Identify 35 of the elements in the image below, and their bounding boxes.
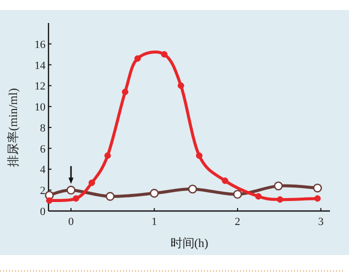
point: [150, 188, 159, 198]
y-tick-label: 14: [34, 60, 46, 72]
point: [88, 180, 96, 186]
point: [46, 197, 53, 204]
point: [66, 186, 76, 195]
y-tick-label: 16: [34, 38, 46, 51]
x-tick-label: 3: [318, 216, 324, 228]
y-tick-label: 2: [40, 185, 46, 198]
y-tick-label: 8: [40, 122, 46, 134]
point: [178, 82, 184, 89]
point: [122, 88, 128, 96]
point: [276, 196, 284, 203]
point: [274, 181, 283, 190]
y-tick-label: 10: [34, 102, 46, 114]
point: [233, 190, 242, 199]
point: [72, 195, 80, 202]
point: [222, 177, 228, 184]
y-tick-label: 0: [40, 206, 46, 218]
y-tick-label: 12: [34, 80, 46, 93]
point: [161, 51, 168, 58]
point: [255, 193, 262, 200]
y-tick-label: 4: [40, 164, 46, 176]
x-tick-label: 2: [234, 216, 240, 228]
point: [188, 184, 198, 194]
y-axis-title: 排尿率(min/ml): [6, 88, 20, 167]
point: [104, 152, 111, 159]
point: [313, 184, 322, 192]
x-tick-label: 1: [152, 216, 158, 228]
y-tick-label: 6: [40, 143, 46, 156]
point: [134, 55, 141, 62]
x-tick-label: 0: [68, 216, 74, 228]
point: [196, 152, 202, 159]
point: [314, 195, 321, 202]
point: [106, 192, 115, 201]
x-axis-title: 时间(h): [170, 236, 208, 250]
